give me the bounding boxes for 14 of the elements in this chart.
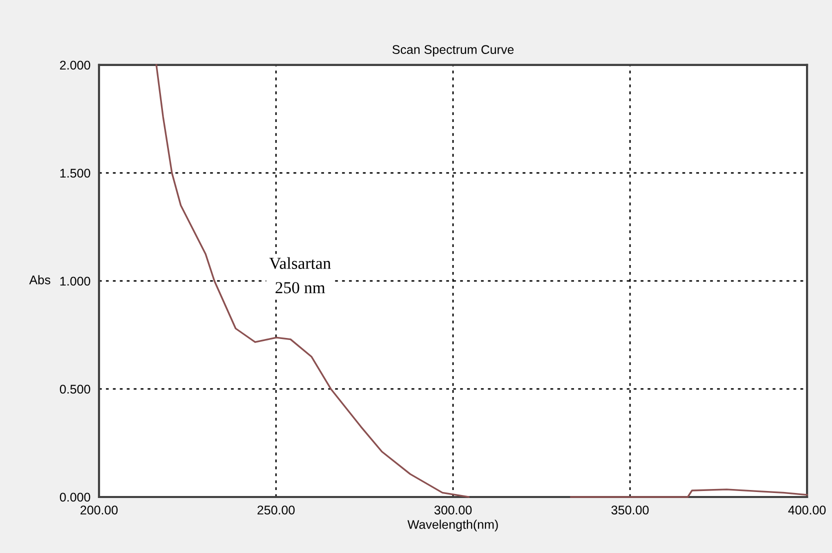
x-tick-label: 300.00 — [434, 506, 472, 514]
y-tick-label: 2.000 — [60, 60, 90, 70]
chart-title: Scan Spectrum Curve — [392, 45, 514, 56]
y-tick-label: 0.500 — [60, 384, 90, 394]
y-tick-label: 1.000 — [60, 276, 90, 286]
y-tick-label: 1.500 — [60, 168, 90, 178]
x-tick-label: 200.00 — [80, 506, 118, 514]
y-axis-title: Abs — [29, 275, 50, 284]
x-tick-label: 350.00 — [611, 506, 649, 514]
y-tick-label: 0.000 — [60, 492, 90, 502]
annotation: Valsartan 250 nm — [269, 257, 331, 294]
x-tick-label: 250.00 — [258, 506, 295, 514]
x-axis-title: Wavelength(nm) — [407, 520, 498, 532]
x-tick-label: 400.00 — [788, 506, 826, 514]
